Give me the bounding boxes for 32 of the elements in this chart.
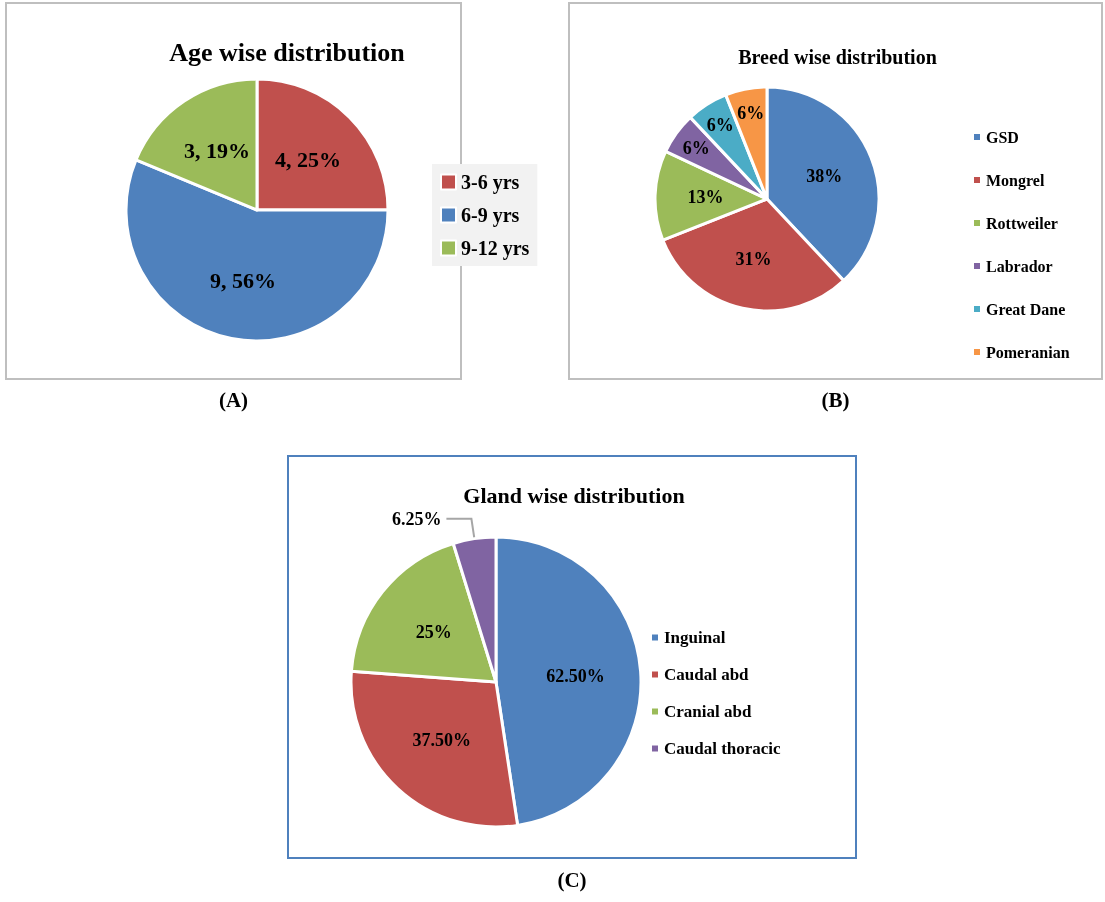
text: (B) <box>820 388 851 413</box>
legend-label: Pomeranian <box>986 343 1070 361</box>
legend-label: Great Dane <box>986 300 1066 318</box>
legend-label: Cranial abd <box>664 702 752 721</box>
data-label: 9, 56% <box>209 268 276 294</box>
legend-label: Caudal thoracic <box>664 739 782 758</box>
data-label: 3, 19% <box>183 137 250 163</box>
chart-title: Gland wise distribution <box>463 482 685 508</box>
data-label: 31% <box>735 249 772 270</box>
legend-label: Labrador <box>986 257 1053 275</box>
legend-label: Mongrel <box>986 171 1045 190</box>
text: (C) <box>556 868 588 893</box>
data-label: 6% <box>706 115 734 136</box>
legend-label: Inguinal <box>664 628 726 647</box>
data-label: 38% <box>806 166 843 187</box>
data-label: 37.50% <box>412 730 472 751</box>
legend-label: Rottweiler <box>986 214 1058 232</box>
chart-title: Age wise distribution <box>169 37 406 67</box>
data-label: 25% <box>415 622 452 643</box>
text: (A) <box>217 388 250 413</box>
legend-label: Caudal abd <box>664 665 750 684</box>
data-label: 6% <box>737 103 765 124</box>
legend-label: 3-6 yrs <box>461 171 520 194</box>
legend-label: GSD <box>986 128 1019 146</box>
data-label: 13% <box>687 187 724 208</box>
legend-label: 9-12 yrs <box>461 237 530 260</box>
data-label: 6% <box>682 137 710 158</box>
data-label: 62.50% <box>546 666 605 687</box>
data-label: 4, 25% <box>274 146 341 172</box>
legend-label: 6-9 yrs <box>461 204 520 227</box>
chart-title: Breed wise distribution <box>738 46 937 68</box>
data-label: 6.25% <box>391 508 442 529</box>
